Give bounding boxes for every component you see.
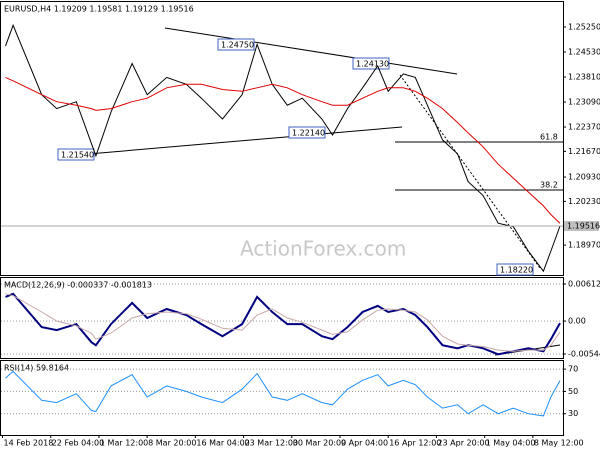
y-tick-label: 1.21670 (568, 147, 600, 156)
y-tick-label: -0.005446 (568, 349, 600, 358)
annotation-label: 1.24750 (221, 41, 254, 50)
y-tick-label: 50 (568, 387, 578, 396)
annotation-label: 1.24130 (356, 60, 389, 69)
y-tick-label: 1.23810 (568, 73, 600, 82)
annotation-label: 1.18220 (500, 266, 533, 275)
annotation: 1.24130 (352, 57, 390, 70)
y-tick-label: 1.24530 (568, 48, 600, 57)
y-tick-label: 1.22370 (568, 123, 600, 132)
panel-title: MACD(12,26,9) -0.000337 -0.001813 (4, 281, 152, 290)
fib-label: 38.2 (540, 181, 558, 190)
y-tick-label: 0.006129 (568, 279, 600, 288)
last-price-label: 1.19516 (567, 222, 600, 231)
series-line (5, 293, 561, 352)
x-tick-label: 1 Mar 12:00 (100, 439, 148, 448)
price-panel (0, 1, 564, 276)
annotation: 1.24750 (217, 38, 255, 51)
y-tick-label: 1.20930 (568, 173, 600, 182)
x-tick-label: 9 Apr 04:00 (341, 439, 388, 448)
series-line (5, 76, 561, 224)
x-tick-label: 23 Mar 12:00 (245, 439, 298, 448)
x-tick-label: 16 Apr 12:00 (389, 439, 441, 448)
x-tick-label: 30 Mar 20:00 (293, 439, 346, 448)
x-tick-label: 23 Apr 20:00 (437, 439, 489, 448)
panel-title: EURUSD,H4 1.19209 1.19581 1.19129 1.1951… (4, 5, 194, 14)
x-tick-label: 8 May 12:00 (534, 439, 584, 448)
annotation-label: 1.21540 (61, 151, 94, 160)
y-tick-label: 1.23090 (568, 98, 600, 107)
rsi-panel (0, 360, 564, 436)
fib-label: 61.8 (540, 133, 558, 142)
macd-panel (0, 277, 564, 359)
x-tick-label: 8 Mar 20:00 (148, 439, 196, 448)
support-line (64, 126, 403, 157)
series-line (5, 23, 561, 273)
series-line (5, 292, 561, 356)
y-tick-label: 70 (568, 365, 578, 374)
annotation-label: 1.22140 (292, 129, 325, 138)
annotation: 1.22140 (288, 126, 326, 139)
y-tick-label: 1.25250 (568, 23, 600, 32)
last-price-box (564, 221, 599, 232)
y-tick-label: 0.00 (568, 317, 586, 326)
resistance-line (164, 27, 458, 75)
watermark: ActionForex.com (240, 237, 406, 261)
y-tick-label: 1.18970 (568, 241, 600, 250)
series-line (5, 370, 561, 417)
x-tick-label: 16 Mar 04:00 (196, 439, 249, 448)
y-tick-label: 1.20230 (568, 197, 600, 206)
annotation: 1.18220 (496, 263, 534, 276)
panel-title: RSI(14) 59.8164 (4, 364, 69, 373)
y-tick-label: 30 (568, 409, 578, 418)
x-tick-label: 22 Feb 04:00 (52, 439, 104, 448)
x-tick-label: 14 Feb 2018 (4, 439, 54, 448)
annotation: 1.21540 (57, 148, 95, 161)
x-tick-label: 1 May 04:00 (486, 439, 536, 448)
